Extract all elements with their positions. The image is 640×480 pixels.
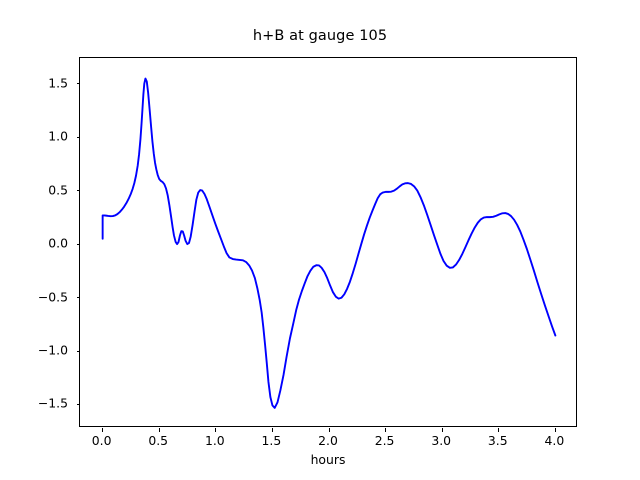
chart-title: h+B at gauge 105 bbox=[252, 28, 388, 44]
x-tick-mark bbox=[215, 428, 217, 432]
x-tick-label: 0.0 bbox=[91, 433, 112, 448]
data-line-svg bbox=[101, 77, 557, 409]
y-tick-mark bbox=[76, 83, 80, 85]
data-series-line bbox=[101, 77, 557, 409]
x-tick-label: 3.0 bbox=[431, 433, 452, 448]
x-tick-mark bbox=[158, 428, 160, 432]
x-tick-label: 2.0 bbox=[318, 433, 338, 448]
x-tick-label: 0.5 bbox=[148, 433, 169, 448]
y-tick-label: 0.5 bbox=[48, 182, 68, 198]
y-tick-mark bbox=[76, 190, 80, 192]
y-tick-label: 0.0 bbox=[48, 235, 68, 251]
x-axis-label: hours bbox=[310, 452, 346, 467]
x-axis-tick-labels: 0.0 0.5 1.0 1.5 2.0 2.5 3.0 3.5 4.0 bbox=[79, 433, 577, 453]
x-tick-mark bbox=[328, 428, 330, 432]
plot-axes bbox=[76, 57, 577, 432]
y-axis-tick-labels: −1.5 −1.0 −0.5 0.0 0.5 1.0 1.5 bbox=[0, 57, 68, 427]
y-tick-mark bbox=[76, 297, 80, 299]
x-tick-mark bbox=[441, 428, 443, 432]
x-tick-label: 1.0 bbox=[204, 433, 225, 448]
y-tick-label: 1.0 bbox=[48, 128, 68, 144]
x-tick-label: 3.5 bbox=[487, 433, 508, 448]
x-tick-label: 4.0 bbox=[544, 433, 565, 448]
y-tick-label: −1.0 bbox=[37, 342, 68, 358]
y-tick-label: −1.5 bbox=[37, 395, 68, 411]
x-tick-mark bbox=[385, 428, 387, 432]
y-tick-mark bbox=[76, 243, 80, 245]
x-tick-mark bbox=[498, 428, 500, 432]
x-tick-label: 1.5 bbox=[261, 433, 282, 448]
y-tick-mark bbox=[76, 403, 80, 406]
y-tick-label: −0.5 bbox=[37, 289, 68, 305]
x-tick-mark bbox=[271, 428, 273, 432]
y-tick-mark bbox=[76, 350, 80, 352]
y-tick-mark bbox=[76, 136, 80, 138]
y-tick-label: 1.5 bbox=[48, 75, 68, 91]
x-tick-mark bbox=[102, 428, 104, 432]
x-tick-label: 2.5 bbox=[374, 433, 395, 448]
x-tick-mark bbox=[554, 428, 556, 432]
